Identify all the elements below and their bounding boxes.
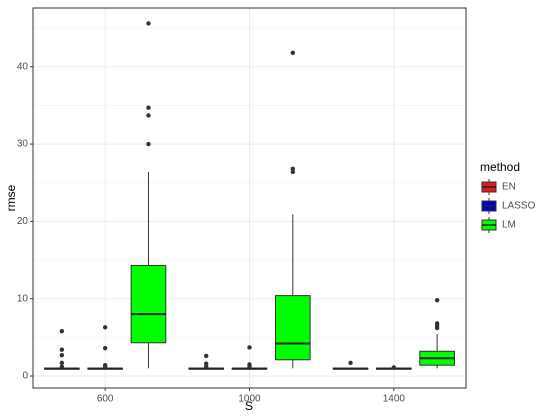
legend-label: LASSO <box>502 201 536 212</box>
outlier <box>146 21 151 26</box>
outlier <box>434 321 440 326</box>
x-tick-label: 1400 <box>383 394 406 405</box>
outlier <box>290 169 295 175</box>
y-tick-label: 30 <box>17 139 29 150</box>
outlier <box>146 141 151 147</box>
outlier <box>146 113 151 118</box>
outlier <box>204 353 209 359</box>
y-tick-label: 10 <box>17 293 29 304</box>
outlier <box>59 352 65 358</box>
outlier <box>146 105 151 110</box>
outlier <box>59 364 65 369</box>
outlier <box>102 364 108 369</box>
outlier <box>247 345 252 350</box>
outlier <box>434 298 440 303</box>
legend-title: method <box>480 160 520 174</box>
y-tick-label: 40 <box>17 61 29 72</box>
outlier <box>247 364 252 369</box>
outlier <box>59 328 65 334</box>
outlier <box>102 325 108 330</box>
legend-label: EN <box>502 182 516 193</box>
outlier <box>204 364 209 369</box>
x-tick-label: 600 <box>97 394 114 405</box>
y-tick-label: 0 <box>22 371 28 382</box>
outlier <box>348 360 353 366</box>
y-axis-title: rmse <box>4 184 18 211</box>
outlier <box>59 347 65 352</box>
x-axis-title: S <box>245 399 253 413</box>
y-tick-label: 20 <box>17 216 29 227</box>
legend-label: LM <box>502 220 516 231</box>
outlier <box>102 345 108 351</box>
outlier <box>391 365 397 370</box>
outlier <box>290 50 295 56</box>
outlier <box>59 360 65 366</box>
x-tick-label: 1000 <box>238 394 261 405</box>
box <box>274 295 311 361</box>
outlier <box>290 166 295 172</box>
outlier <box>204 361 209 366</box>
panel-border <box>32 7 467 389</box>
box <box>130 264 167 344</box>
